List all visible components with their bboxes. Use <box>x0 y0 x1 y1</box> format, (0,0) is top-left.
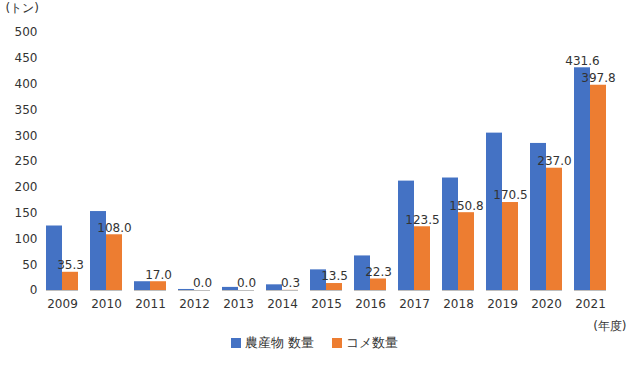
svg-text:400: 400 <box>15 77 38 91</box>
svg-text:(トン): (トン) <box>6 1 39 15</box>
svg-text:2021: 2021 <box>575 297 606 311</box>
svg-text:2010: 2010 <box>91 297 122 311</box>
svg-text:250: 250 <box>15 154 38 168</box>
svg-text:(年度): (年度) <box>593 319 626 333</box>
svg-text:350: 350 <box>15 103 38 117</box>
svg-text:13.5: 13.5 <box>321 269 348 283</box>
svg-text:17.0: 17.0 <box>145 268 172 282</box>
svg-text:35.3: 35.3 <box>57 258 84 272</box>
html-text:コメ数量: コメ数量 <box>346 335 399 350</box>
svg-text:500: 500 <box>15 25 38 39</box>
svg-text:22.3: 22.3 <box>365 265 392 279</box>
svg-text:397.8: 397.8 <box>581 71 615 85</box>
svg-text:0.3: 0.3 <box>281 276 300 290</box>
svg-text:100: 100 <box>15 232 38 246</box>
svg-text:2009: 2009 <box>47 297 78 311</box>
svg-text:0.0: 0.0 <box>237 276 256 290</box>
svg-text:450: 450 <box>15 51 38 65</box>
svg-text:2012: 2012 <box>179 297 210 311</box>
svg-text:2018: 2018 <box>443 297 474 311</box>
svg-text:0: 0 <box>30 283 38 297</box>
svg-text:2017: 2017 <box>399 297 430 311</box>
svg-text:2013: 2013 <box>223 297 254 311</box>
svg-text:2015: 2015 <box>311 297 342 311</box>
svg-text:150.8: 150.8 <box>449 199 483 213</box>
svg-text:170.5: 170.5 <box>493 188 527 202</box>
svg-text:2019: 2019 <box>487 297 518 311</box>
svg-text:50: 50 <box>22 258 37 272</box>
svg-text:200: 200 <box>15 180 38 194</box>
svg-text:431.6: 431.6 <box>565 54 599 68</box>
svg-text:2016: 2016 <box>355 297 386 311</box>
svg-text:2011: 2011 <box>135 297 166 311</box>
svg-text:150: 150 <box>15 206 38 220</box>
html-text:農産物 数量: 農産物 数量 <box>244 335 315 350</box>
svg-text:2020: 2020 <box>531 297 562 311</box>
svg-text:2014: 2014 <box>267 297 298 311</box>
svg-text:237.0: 237.0 <box>537 154 571 168</box>
svg-text:123.5: 123.5 <box>405 213 439 227</box>
svg-text:0.0: 0.0 <box>193 276 212 290</box>
svg-text:300: 300 <box>15 129 38 143</box>
svg-text:108.0: 108.0 <box>97 221 131 235</box>
